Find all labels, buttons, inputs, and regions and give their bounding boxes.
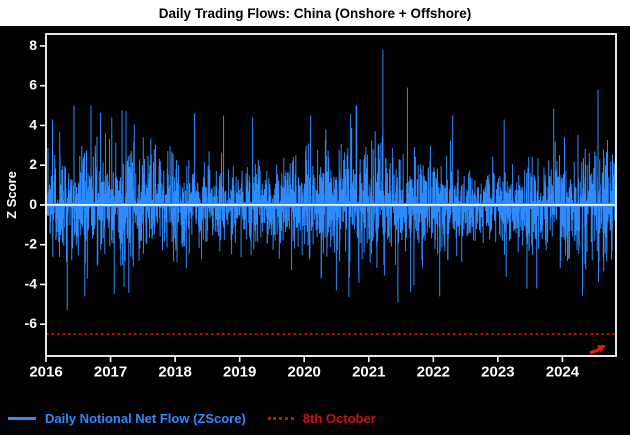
legend-key-threshold-dotted-line xyxy=(267,417,294,420)
legend-label-threshold: 8th October xyxy=(302,411,376,426)
legend-label-flow: Daily Notional Net Flow (ZScore) xyxy=(45,411,246,426)
chart-legend: Daily Notional Net Flow (ZScore) 8th Oct… xyxy=(0,402,630,435)
legend-key-flow-line xyxy=(8,417,36,420)
chart-title: Daily Trading Flows: China (Onshore + Of… xyxy=(158,5,472,21)
chart-plot-area xyxy=(0,26,630,400)
y-axis-label: Z Score xyxy=(4,171,19,219)
chart-title-bar: Daily Trading Flows: China (Onshore + Of… xyxy=(0,0,630,26)
